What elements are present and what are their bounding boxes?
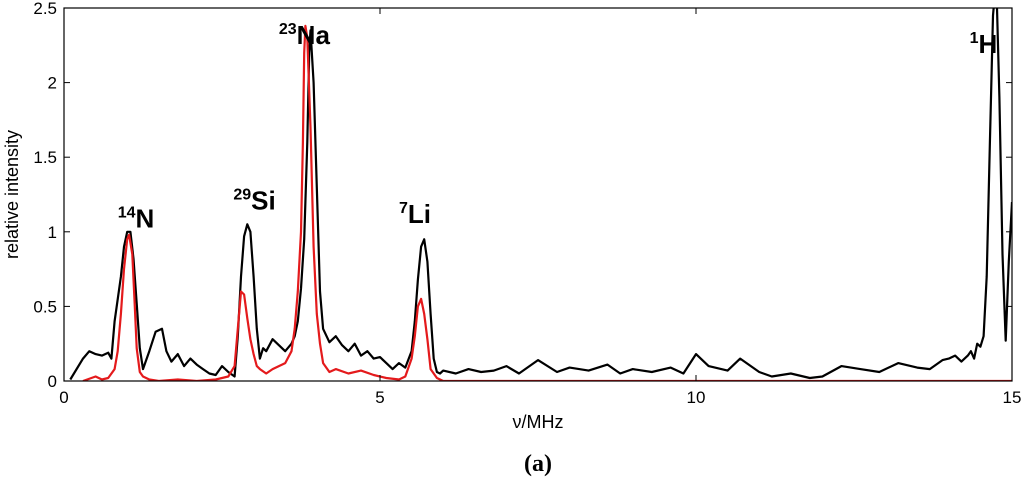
y-tick-label: 1.5 — [33, 148, 57, 167]
y-tick-label: 1 — [48, 223, 57, 242]
peak-label: 7Li — [399, 199, 431, 229]
y-tick-label: 2 — [48, 74, 57, 93]
x-tick-label: 5 — [375, 388, 384, 407]
x-tick-label: 0 — [59, 388, 68, 407]
axes — [63, 7, 1013, 382]
plot-area — [69, 8, 1012, 381]
peak-labels: 14N 29Si 23Na 7Li 1H — [118, 20, 998, 234]
series-line-1 — [69, 8, 1012, 381]
peak-label: 29Si — [233, 185, 275, 215]
y-tick-label: 0.5 — [33, 297, 57, 316]
peak-label: 23Na — [279, 20, 331, 50]
x-tick-label: 15 — [1003, 388, 1022, 407]
peak-label: 14N — [118, 203, 155, 233]
x-tick-label: 10 — [687, 388, 706, 407]
peak-label: 1H — [970, 29, 998, 59]
plot-frame — [63, 7, 1013, 382]
y-tick-label: 2.5 — [33, 0, 57, 18]
tick-labels: 0 5 10 15 0 0.5 1 1.5 2 2.5 — [33, 0, 1021, 407]
series-line-2 — [82, 24, 1012, 381]
y-tick-label: 0 — [48, 372, 57, 391]
x-axis-label: ν/MHz — [513, 412, 564, 432]
y-axis-label: relative intensity — [2, 130, 22, 259]
figure-caption: (a) — [524, 451, 552, 477]
